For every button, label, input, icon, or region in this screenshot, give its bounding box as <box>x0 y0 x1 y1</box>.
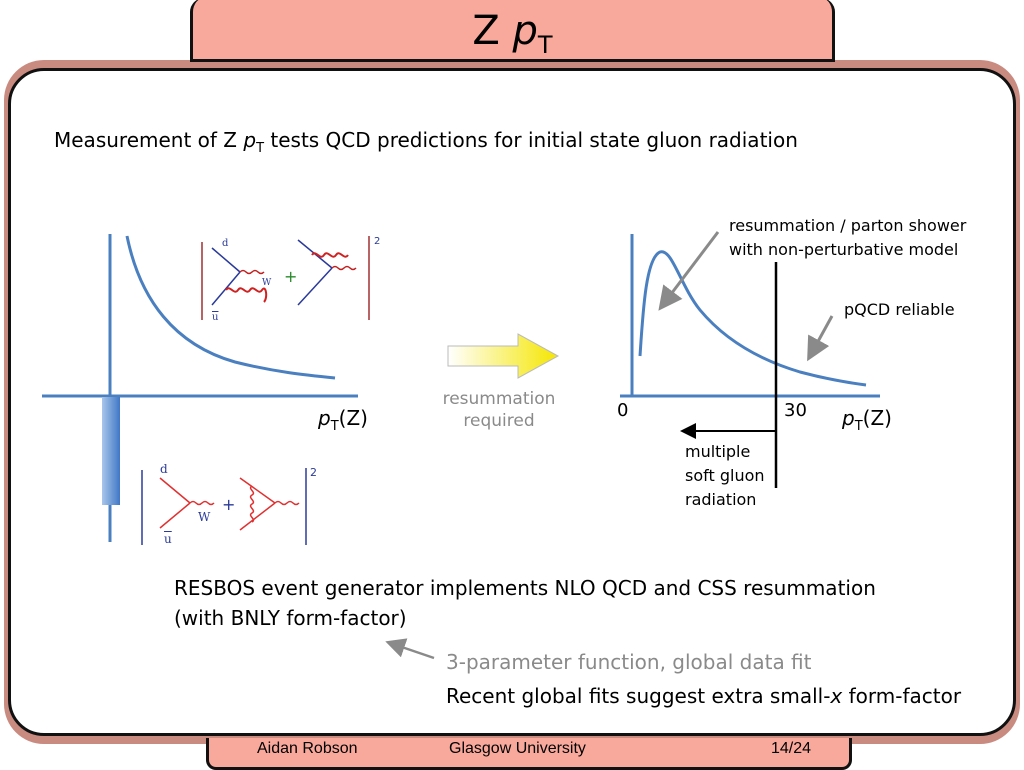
arrow-label: resummation required <box>442 389 556 431</box>
feyn-bottom-u: u <box>164 532 172 546</box>
svg-text:+: + <box>284 267 297 286</box>
feyn-top-w: W <box>262 278 272 288</box>
annotation-resummation: resummation / parton shower with non-pert… <box>729 216 967 259</box>
note-gray: 3-parameter function, global data fit <box>446 650 812 674</box>
right-resummed-curve <box>638 250 867 387</box>
title-tab: Z pT <box>190 0 835 62</box>
slide-title: Z pT <box>472 8 553 59</box>
left-plot <box>42 234 358 542</box>
tick-0: 0 <box>617 400 629 421</box>
feyn-top-square: 2 <box>374 236 381 247</box>
resummation-arrow <box>447 333 560 379</box>
left-divergent-curve <box>125 235 336 380</box>
feyn-top-u: u <box>212 312 219 323</box>
intro-text: Measurement of Z pT tests QCD prediction… <box>54 128 798 156</box>
footer-institution: Glasgow University <box>449 740 586 757</box>
formfactor-pointer-arrow <box>385 638 435 660</box>
feyn-bottom-w: W <box>198 510 211 524</box>
feyn-bottom-square: 2 <box>310 466 317 479</box>
slide-frame <box>8 68 1016 736</box>
resummation-pointer-arrow <box>658 231 720 311</box>
annotation-pqcd: pQCD reliable <box>844 300 955 319</box>
negative-delta-bar <box>102 397 120 505</box>
right-x-label: pT(Z) <box>842 406 892 434</box>
footer-page: 14/24 <box>771 740 812 757</box>
left-x-label: pT(Z) <box>318 406 368 434</box>
right-plot <box>620 234 880 488</box>
footer-bar: Aidan Robson Glasgow University 14/24 <box>206 738 852 770</box>
tick-30: 30 <box>784 400 807 421</box>
feyn-top-d: d <box>222 238 229 249</box>
feyn-bottom-d: d <box>160 462 168 476</box>
annotation-soft-gluon: multiple soft gluon radiation <box>685 442 765 509</box>
feynman-top: + <box>201 236 370 320</box>
body-line-1: RESBOS event generator implements NLO QC… <box>174 576 876 600</box>
body-line-2: (with BNLY form-factor) <box>174 606 407 630</box>
feynman-bottom: + <box>141 468 307 545</box>
footer-author: Aidan Robson <box>257 740 358 757</box>
svg-text:+: + <box>222 495 235 514</box>
pqcd-pointer-arrow <box>807 315 834 362</box>
note-formfactor: Recent global fits suggest extra small-x… <box>446 684 962 708</box>
